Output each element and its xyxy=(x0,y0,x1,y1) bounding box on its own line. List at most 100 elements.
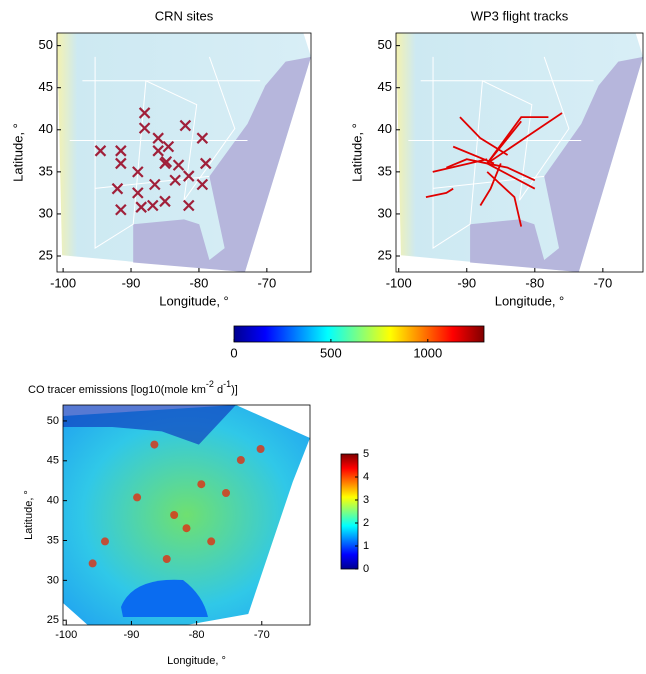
y-tick-label: 45 xyxy=(47,455,59,467)
x-tick-label: -90 xyxy=(457,275,476,290)
colorbar xyxy=(340,453,359,570)
flight-track xyxy=(452,145,495,165)
site-marker xyxy=(182,199,195,212)
plot-frame xyxy=(395,32,644,273)
y-tick-label: 40 xyxy=(39,121,53,136)
emission-hotspot xyxy=(256,445,265,453)
gulf-area xyxy=(121,579,208,617)
x-tick-label: -100 xyxy=(55,629,77,641)
site-marker xyxy=(146,199,159,212)
y-axis-label: Latitude, ° xyxy=(23,490,35,540)
flight-track xyxy=(486,112,563,165)
y-tick-label: 50 xyxy=(39,37,53,52)
site-marker xyxy=(94,145,107,157)
site-marker xyxy=(179,119,192,132)
ocean-area xyxy=(133,56,311,273)
flight-track xyxy=(486,162,536,190)
plot-frame xyxy=(62,404,311,626)
ocean-area xyxy=(470,56,643,273)
site-marker xyxy=(159,157,171,170)
title-part: d xyxy=(214,384,223,396)
site-marker xyxy=(149,178,161,191)
site-marker xyxy=(152,145,164,157)
colorbar xyxy=(233,325,485,343)
colorbar-tick-label: 1000 xyxy=(413,345,442,360)
y-tick-label: 30 xyxy=(378,205,392,220)
emission-hotspot xyxy=(162,555,171,563)
site-marker xyxy=(196,132,209,144)
chart-title: CRN sites xyxy=(155,8,214,23)
x-tick-label: -90 xyxy=(123,629,139,641)
site-marker xyxy=(138,122,151,134)
colorbar-tick-label: 1 xyxy=(363,540,369,552)
y-tick-label: 35 xyxy=(47,534,59,546)
y-tick-label: 25 xyxy=(39,247,53,262)
y-tick-label: 35 xyxy=(39,163,53,178)
flight-track xyxy=(486,171,523,227)
x-tick-label: -70 xyxy=(593,275,612,290)
emission-hotspot xyxy=(222,489,231,497)
site-marker xyxy=(132,166,144,178)
colorbar-tick-label: 500 xyxy=(320,345,342,360)
x-tick-label: -100 xyxy=(50,275,76,290)
site-marker xyxy=(115,157,127,170)
state-borders xyxy=(432,175,545,189)
x-tick-label: -70 xyxy=(254,629,270,641)
y-tick-label: 45 xyxy=(378,79,392,94)
site-marker xyxy=(115,145,127,157)
site-marker xyxy=(138,107,151,119)
title-superscript: -2 xyxy=(206,379,214,389)
emission-hotspot xyxy=(207,537,216,546)
x-axis-label: Longitude, ° xyxy=(495,293,565,308)
emission-low-area xyxy=(63,405,236,445)
site-marker xyxy=(152,132,164,144)
flight-track xyxy=(459,116,509,156)
emission-hotspot xyxy=(133,493,142,502)
colorbar-tick-label: 0 xyxy=(363,563,369,575)
site-marker xyxy=(196,178,209,191)
y-tick-label: 25 xyxy=(47,614,59,626)
emission-hotspot xyxy=(197,480,206,489)
site-marker xyxy=(115,203,127,216)
x-axis-label: Longitude, ° xyxy=(167,655,226,667)
emission-hotspot xyxy=(182,524,191,533)
y-tick-label: 40 xyxy=(47,495,59,507)
emission-hotspot xyxy=(170,511,179,519)
x-axis-label: Longitude, ° xyxy=(159,293,229,308)
y-tick-label: 45 xyxy=(39,79,53,94)
title-part: )] xyxy=(231,384,238,396)
title-part: CO tracer emissions [log10(mole km xyxy=(28,384,206,396)
site-marker xyxy=(159,195,171,208)
title-superscript: -1 xyxy=(223,379,231,389)
site-marker xyxy=(182,170,195,182)
x-tick-label: -80 xyxy=(189,629,205,641)
colorbar-tick-label: 2 xyxy=(363,517,369,529)
y-tick-label: 50 xyxy=(47,415,59,427)
x-tick-label: -100 xyxy=(386,275,412,290)
colorbar-tick-label: 5 xyxy=(363,448,369,460)
x-tick-label: -70 xyxy=(257,275,276,290)
x-tick-label: -90 xyxy=(122,275,141,290)
flight-track xyxy=(479,163,502,206)
emission-hotspot xyxy=(236,456,245,464)
site-marker xyxy=(169,174,181,187)
site-marker xyxy=(111,182,124,195)
flight-track xyxy=(446,158,536,182)
y-axis-label: Latitude, ° xyxy=(10,123,25,182)
flight-track xyxy=(425,187,454,198)
site-marker xyxy=(162,140,175,153)
site-marker xyxy=(132,187,144,199)
site-marker xyxy=(199,157,212,170)
site-marker xyxy=(172,159,185,171)
y-tick-label: 40 xyxy=(378,121,392,136)
y-tick-label: 30 xyxy=(47,574,59,586)
emission-field xyxy=(63,405,310,625)
emission-hotspot xyxy=(100,537,109,546)
y-tick-label: 30 xyxy=(39,205,53,220)
x-tick-label: -80 xyxy=(190,275,209,290)
emission-hotspot xyxy=(88,559,97,568)
y-tick-label: 50 xyxy=(378,37,392,52)
colorbar-tick-label: 3 xyxy=(363,494,369,506)
y-tick-label: 25 xyxy=(378,247,392,262)
